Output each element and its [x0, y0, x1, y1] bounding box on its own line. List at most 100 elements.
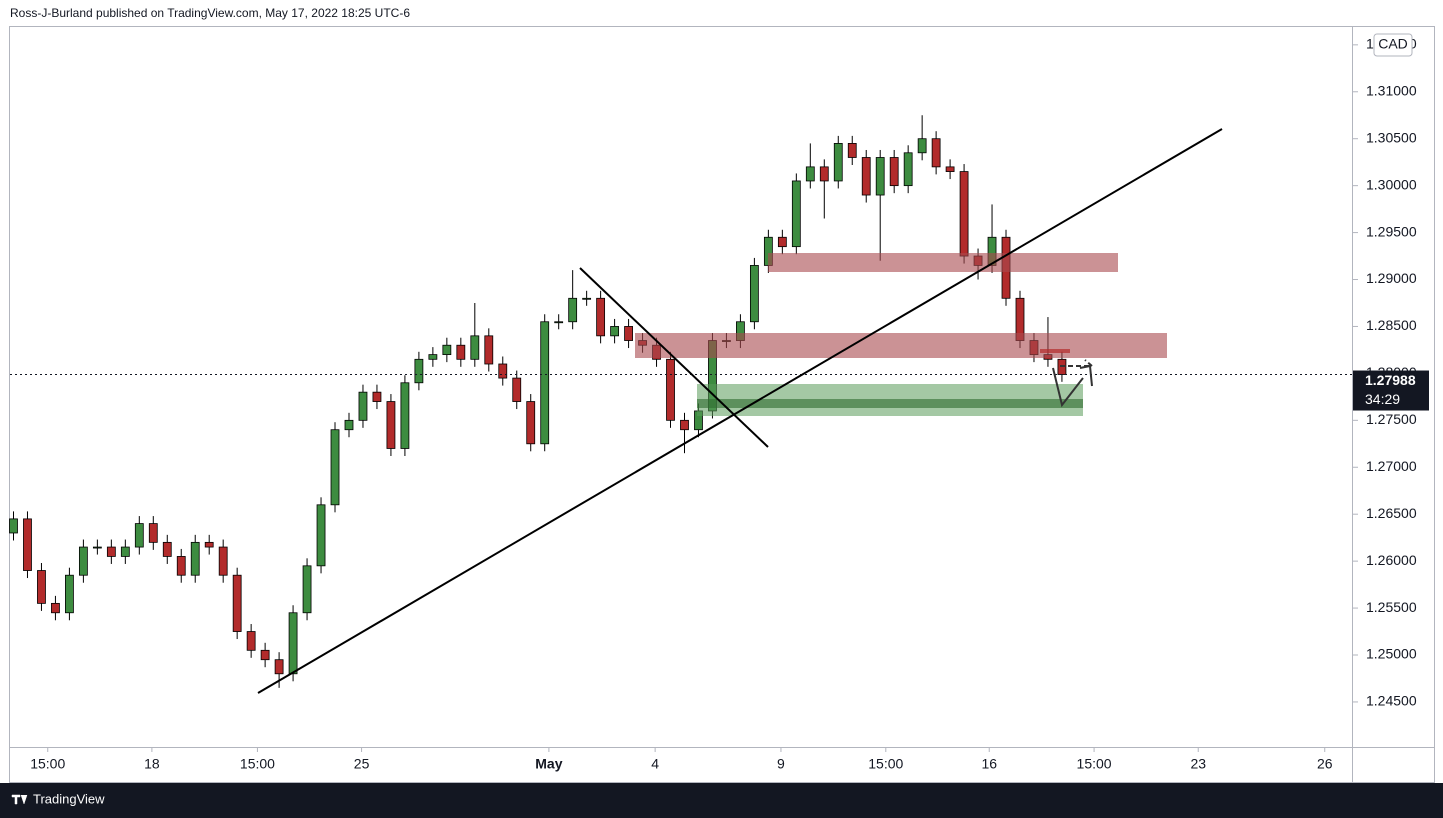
header: Ross-J-Burland published on TradingView.…: [10, 6, 410, 20]
x-tick-label: 26: [1317, 756, 1333, 772]
marker: [1040, 349, 1070, 353]
candle-body: [176, 556, 186, 576]
drawings: [257, 128, 1223, 694]
candle-body: [302, 565, 312, 614]
candle-body: [903, 152, 913, 187]
candle-body: [204, 541, 214, 548]
candle-body: [428, 354, 438, 360]
x-tick-label: 4: [651, 756, 659, 772]
projection-arrow: [1060, 359, 1095, 367]
footer-bar: [0, 783, 1443, 818]
projection-arrow: [1052, 367, 1084, 408]
candle-body: [610, 326, 619, 337]
x-tick-label: 15:00: [868, 756, 903, 772]
x-tick-label: 25: [354, 756, 370, 772]
x-tick-label: 18: [144, 756, 160, 772]
candle-body: [498, 363, 508, 379]
candle-body: [526, 401, 536, 445]
y-tick-label: 1.27500: [1366, 411, 1417, 427]
frame: [9, 26, 1435, 783]
candle-body: [931, 138, 941, 168]
candle-body: [23, 518, 32, 571]
x-tick-label: 23: [1190, 756, 1206, 772]
resistance-zone: [768, 253, 1118, 272]
candle-body: [917, 138, 927, 154]
candle-body: [456, 344, 466, 360]
plot: [9, 115, 1352, 688]
candle-body: [540, 321, 550, 445]
candle-body: [875, 157, 885, 196]
candle-body: [777, 236, 787, 248]
candle-body: [134, 523, 144, 548]
y-tick-label: 1.29500: [1366, 223, 1417, 239]
currency: CAD: [1378, 36, 1408, 52]
candle-body: [106, 546, 116, 557]
y-tick-label: 1.26500: [1366, 505, 1417, 521]
resistance-zone: [635, 333, 1167, 358]
y-tick-label: 1.26000: [1366, 552, 1417, 568]
candle-body: [624, 326, 633, 341]
countdown: 34:29: [1365, 391, 1400, 407]
candle-body: [749, 265, 759, 323]
y-tick-label: 1.27000: [1366, 458, 1417, 474]
candle-body: [65, 574, 74, 614]
support-level: [697, 399, 1083, 408]
candle-body: [470, 335, 480, 360]
candle-body: [316, 504, 326, 567]
y-tick-label: 1.30500: [1366, 129, 1417, 145]
candle-body: [666, 358, 675, 421]
candle-body: [805, 166, 815, 182]
candle-body: [274, 659, 284, 675]
x-tick-label: 15:00: [1077, 756, 1112, 772]
y-tick-label: 1.29000: [1366, 270, 1417, 286]
candle-body: [288, 612, 298, 675]
candle-body: [847, 143, 857, 158]
candle-body: [344, 419, 354, 431]
candle-body: [582, 297, 592, 300]
candle-body: [120, 546, 130, 557]
y-tick-label: 1.30000: [1366, 176, 1417, 192]
candle-body: [442, 344, 452, 356]
candle-body: [861, 157, 871, 196]
candle-body: [232, 574, 242, 632]
last-price-box: [1353, 370, 1429, 411]
trend-line: [579, 267, 769, 448]
candle-body: [37, 570, 46, 604]
candle-body: [92, 546, 102, 549]
y-tick-label: 1.24500: [1366, 693, 1417, 709]
candle-body: [554, 321, 564, 324]
candle-body: [400, 382, 410, 449]
candle-body: [190, 541, 200, 576]
candle-body: [889, 157, 899, 187]
x-tick-label: 15:00: [240, 756, 275, 772]
candle-body: [78, 546, 88, 576]
candle-body: [148, 523, 158, 543]
candle-body: [414, 358, 424, 384]
candle-body: [512, 377, 522, 402]
y-tick-label: 1.25500: [1366, 599, 1417, 615]
axes: 1.24500 1.25000 1.25500 1.26000 1.26500 1.270…: [30, 36, 1429, 772]
candle-body: [162, 541, 172, 557]
candle-body: [246, 631, 256, 651]
candle-body: [330, 429, 340, 506]
arrow-head: [1079, 364, 1093, 387]
currency-box: [1373, 33, 1413, 57]
x-tick-label: 16: [981, 756, 997, 772]
candle-body: [386, 401, 396, 449]
candle-body: [833, 143, 843, 182]
candle-body: [959, 171, 969, 257]
x-tick-label: 9: [777, 756, 785, 772]
y-tick-label: 1.25000: [1366, 646, 1417, 662]
candle-body: [358, 391, 368, 421]
candle-body: [568, 297, 578, 323]
logo: [11, 794, 28, 805]
footer-brand: TradingView: [33, 791, 105, 806]
candle-body: [9, 518, 18, 534]
last-price-label: 1.27988: [1365, 372, 1416, 388]
candle-body: [791, 180, 801, 248]
candle-body: [596, 297, 606, 337]
candle-body: [484, 335, 494, 365]
candle-body: [218, 546, 228, 576]
